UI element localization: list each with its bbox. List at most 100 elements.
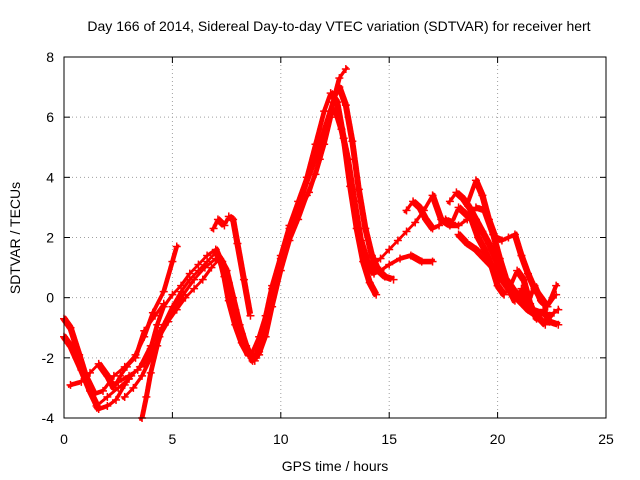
data-point <box>549 308 558 317</box>
data-point <box>515 296 524 305</box>
data-point <box>506 287 515 296</box>
data-point <box>92 401 101 410</box>
series-sat-m <box>454 230 558 329</box>
data-point <box>458 194 467 203</box>
data-point <box>103 371 112 380</box>
data-point <box>428 191 437 200</box>
data-point <box>151 311 160 320</box>
data-point <box>168 302 177 311</box>
data-point <box>315 155 324 164</box>
data-point <box>454 221 463 230</box>
y-axis-label: SDTVAR / TECUs <box>7 182 23 294</box>
data-point <box>396 254 405 263</box>
data-point <box>229 293 238 302</box>
data-point <box>146 368 155 377</box>
data-point <box>140 326 149 335</box>
data-point <box>519 275 528 284</box>
data-point <box>285 230 294 239</box>
series-line <box>405 200 560 326</box>
data-point <box>77 377 86 386</box>
y-tick-label: 0 <box>46 290 54 306</box>
data-point <box>367 251 376 260</box>
data-point <box>471 176 480 185</box>
data-point <box>402 227 411 236</box>
data-point <box>159 302 168 311</box>
data-point <box>341 65 350 74</box>
data-point <box>155 332 164 341</box>
data-point <box>172 305 181 314</box>
x-tick-label: 0 <box>60 431 68 447</box>
data-point <box>66 323 75 332</box>
y-tick-labels: -4 -2 0 2 4 6 8 <box>42 49 55 426</box>
y-tick-label: 6 <box>46 109 54 125</box>
data-point <box>177 287 186 296</box>
data-point <box>211 248 220 257</box>
data-point <box>326 107 335 116</box>
data-point <box>86 368 95 377</box>
data-point <box>207 263 216 272</box>
data-point <box>385 260 394 269</box>
data-point <box>445 197 454 206</box>
data-point <box>216 254 225 263</box>
data-point <box>543 302 552 311</box>
series-sat-b <box>60 242 181 398</box>
data-point <box>120 392 129 401</box>
data-point <box>463 239 472 248</box>
data-point <box>133 365 142 374</box>
data-point <box>222 266 231 275</box>
data-point <box>554 320 563 329</box>
data-point <box>454 203 463 212</box>
data-point <box>125 371 134 380</box>
data-point <box>335 74 344 83</box>
data-point <box>406 251 415 260</box>
data-point <box>213 215 222 224</box>
data-point <box>461 209 470 218</box>
series-line <box>457 233 556 326</box>
data-point <box>478 191 487 200</box>
data-point <box>246 311 255 320</box>
data-point <box>497 236 506 245</box>
data-point <box>491 254 500 263</box>
data-point <box>471 215 480 224</box>
data-point <box>367 260 376 269</box>
data-point <box>532 311 541 320</box>
data-point <box>417 257 426 266</box>
data-point <box>536 293 545 302</box>
data-point <box>504 233 513 242</box>
data-point <box>422 215 431 224</box>
x-tick-label: 25 <box>598 431 614 447</box>
data-point <box>480 254 489 263</box>
data-point <box>341 101 350 110</box>
data-point <box>376 254 385 263</box>
data-point <box>235 320 244 329</box>
data-point <box>233 239 242 248</box>
data-point <box>194 266 203 275</box>
data-point <box>304 188 313 197</box>
plot-frame <box>63 56 607 419</box>
data-point <box>94 359 103 368</box>
data-point <box>255 347 264 356</box>
x-tick-labels: 0 5 10 15 20 25 <box>60 431 614 447</box>
data-point <box>75 350 84 359</box>
series-sat-l <box>463 175 561 311</box>
data-point <box>484 215 493 224</box>
data-point <box>112 395 121 404</box>
data-point <box>500 290 509 299</box>
data-point <box>339 134 348 143</box>
x-axis-label: GPS time / hours <box>282 458 389 474</box>
data-point <box>352 224 361 233</box>
data-point <box>493 281 502 290</box>
data-point <box>311 140 320 149</box>
data-point <box>393 236 402 245</box>
data-point <box>276 260 285 269</box>
data-point <box>491 233 500 242</box>
data-point <box>348 137 357 146</box>
data-point <box>242 341 251 350</box>
data-point <box>294 209 303 218</box>
data-point <box>517 284 526 293</box>
data-point <box>489 263 498 272</box>
data-point <box>478 227 487 236</box>
data-point <box>261 323 270 332</box>
series-markers <box>121 68 347 401</box>
series-sat-h <box>209 212 255 320</box>
